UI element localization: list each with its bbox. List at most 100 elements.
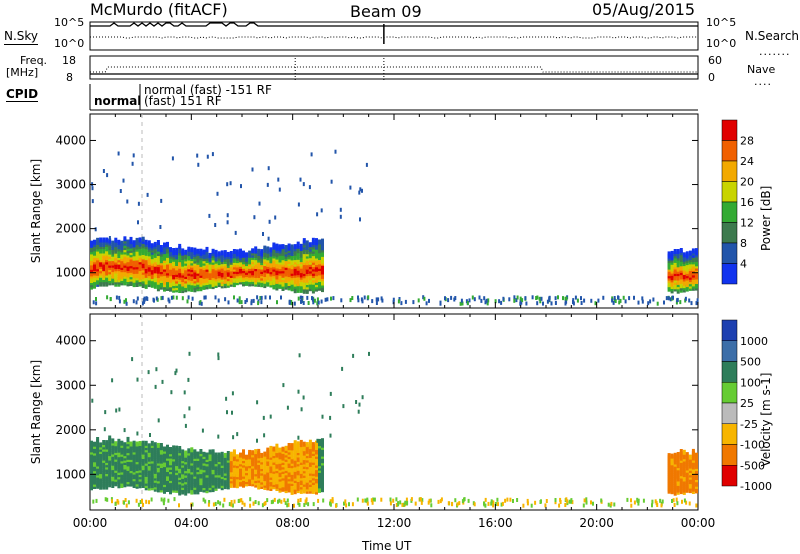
heatmap-cell (558, 503, 561, 508)
heatmap-cell (361, 395, 364, 400)
heatmap-cell (269, 295, 271, 300)
colorbar-tick-label: -1000 (740, 480, 772, 493)
heatmap-cell (358, 402, 361, 407)
heatmap-cell (103, 427, 106, 432)
heatmap-cell (258, 201, 261, 206)
velocity-panel: 1000 2000 3000 4000 Slant Range [km] (29, 313, 699, 511)
heatmap-cell (114, 501, 117, 506)
heatmap-cell (356, 497, 359, 502)
heatmap-cell (117, 151, 120, 156)
heatmap-cell (115, 295, 118, 300)
heatmap-cell (312, 502, 315, 507)
heatmap-cell (252, 298, 255, 303)
heatmap-cell (241, 500, 244, 505)
heatmap-cell (197, 162, 200, 167)
heatmap-cell (172, 295, 175, 300)
heatmap-cell (447, 501, 450, 506)
heatmap-cell (274, 215, 277, 220)
heatmap-cell (675, 497, 678, 502)
heatmap-cell (287, 502, 290, 507)
colorbar-swatch (721, 140, 738, 162)
heatmap-cell (299, 243, 303, 249)
heatmap-cell (223, 497, 226, 502)
heatmap-cell (293, 503, 295, 508)
heatmap-cell (305, 240, 309, 246)
y-axis: 1000 2000 3000 4000 Slant Range [km] (29, 133, 698, 280)
heatmap-cell (359, 187, 362, 192)
colorbar-swatch (721, 361, 738, 383)
heatmap-cell (251, 248, 255, 254)
heatmap-cell (630, 503, 633, 508)
heatmap-cell (611, 298, 614, 303)
heatmap-cell (536, 301, 539, 306)
heatmap-cell (111, 438, 115, 444)
colorbar-swatch (721, 465, 738, 487)
colorbar-swatch (721, 119, 738, 141)
heatmap-cell (91, 199, 94, 204)
heatmap-cell (329, 499, 332, 504)
heatmap-cell (515, 298, 518, 303)
heatmap-cell (335, 503, 337, 508)
heatmap-cell (231, 503, 234, 508)
heatmap-cell (564, 503, 567, 507)
heatmap-cell (108, 236, 111, 240)
heatmap-cell (163, 497, 166, 502)
nave-bottom-tick: 0 (708, 71, 715, 84)
colorbar-label: Velocity [m s-1] (759, 373, 773, 467)
heatmap-cell (278, 244, 282, 250)
heatmap-cell (361, 188, 363, 193)
heatmap-cell (232, 449, 236, 455)
heatmap-cell (150, 243, 154, 249)
heatmap-cell (287, 443, 291, 448)
heatmap-cell (460, 298, 463, 303)
nave-legend-dots: .... (754, 75, 772, 88)
heatmap-cell (676, 249, 680, 254)
power-panel: 1000 2000 3000 4000 Slant Range [km] (29, 113, 699, 309)
heatmap-cell (310, 152, 313, 157)
heatmap-cell (351, 502, 354, 507)
heatmap-cell (363, 295, 366, 300)
heatmap-cell (178, 243, 182, 249)
heatmap-cell (232, 435, 235, 440)
colorbars: 4 8 12 16 20 24 28 Power [dB] 1000 500 100 25 -25 -10… (721, 119, 773, 493)
colorbar-label: Power [dB] (759, 186, 773, 251)
nave-label: Nave (747, 63, 776, 76)
heatmap-cell (305, 442, 309, 448)
colorbar-tick-label: -500 (740, 459, 765, 472)
heatmap-cell (287, 243, 291, 249)
heatmap-cell (169, 247, 172, 253)
heatmap-cell (371, 500, 374, 505)
freq-unit-label: [MHz] (6, 66, 39, 79)
heatmap-cell (293, 440, 297, 446)
colorbar-swatch (721, 201, 738, 223)
heatmap-cell (228, 502, 231, 507)
heatmap-cell (222, 503, 225, 508)
nsky-label: N.Sky (4, 29, 39, 45)
heatmap-cell (251, 450, 255, 456)
freq-label: Freq. (20, 54, 48, 67)
heatmap-cell (389, 501, 392, 506)
heatmap-cell (696, 298, 699, 303)
heatmap-cell (299, 295, 302, 300)
heatmap-cell (651, 499, 654, 504)
heatmap-cell (381, 298, 384, 303)
heatmap-cell (444, 296, 446, 301)
heatmap-cell (191, 502, 194, 507)
heatmap-cell (572, 298, 575, 303)
heatmap-cell (425, 301, 428, 306)
heatmap-cell (513, 295, 516, 300)
heatmap-cell (613, 502, 616, 507)
heatmap-cell (135, 300, 138, 305)
heatmap-cell (211, 152, 214, 157)
heatmap-cell (153, 442, 157, 448)
cpid-fast: (fast) 151 RF (144, 94, 222, 108)
heatmap-cell (286, 503, 289, 508)
heatmap-cell (357, 409, 360, 414)
heatmap-cell (199, 449, 203, 454)
heatmap-cell (242, 449, 245, 455)
heatmap-cell (651, 503, 653, 508)
colorbar-swatch (721, 402, 738, 424)
heatmap-cell (348, 502, 350, 507)
heatmap-cell (261, 503, 264, 508)
heatmap-cell (461, 301, 464, 306)
